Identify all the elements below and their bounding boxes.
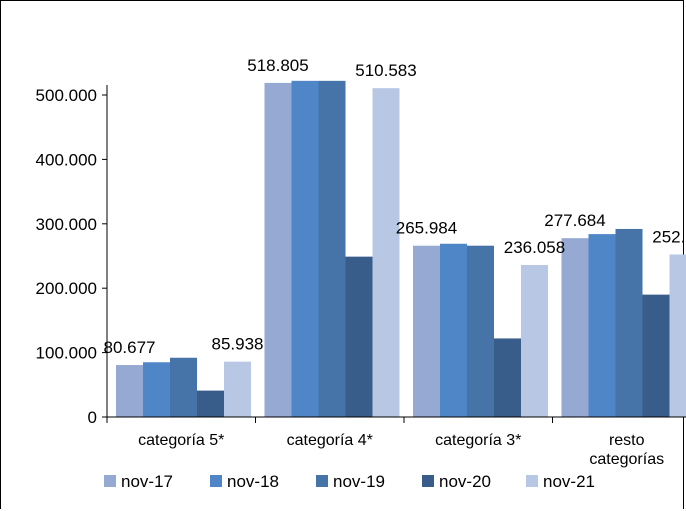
- bar-nov-19-2: [467, 245, 494, 417]
- y-tick-label: 100.000: [36, 344, 97, 363]
- data-label: 277.684: [544, 211, 605, 230]
- data-label: 510.583: [355, 61, 416, 80]
- legend-swatch-nov-19: [316, 475, 328, 487]
- data-label: 80.677: [104, 338, 156, 357]
- bar-nov-19-1: [318, 80, 346, 417]
- data-label: 85.938: [212, 335, 264, 354]
- y-tick-label: 200.000: [36, 279, 97, 298]
- x-tick-label: categoría 3*: [435, 432, 521, 449]
- legend-label: nov-20: [439, 472, 491, 491]
- bar-nov-20-2: [494, 338, 521, 417]
- bar-nov-18-3: [588, 234, 616, 417]
- legend-label: nov-19: [333, 472, 385, 491]
- bar-nov-17-3: [561, 238, 589, 417]
- legend-label: nov-21: [543, 472, 595, 491]
- y-tick-label: 400.000: [36, 150, 97, 169]
- data-label: 518.805: [247, 56, 308, 75]
- bar-nov-21-1: [372, 88, 400, 418]
- bar-nov-17-1: [264, 82, 292, 417]
- legend-label: nov-17: [121, 472, 173, 491]
- bar-nov-18-0: [143, 362, 170, 417]
- legend-swatch-nov-18: [210, 475, 222, 487]
- legend-label: nov-18: [227, 472, 279, 491]
- bar-nov-18-2: [440, 243, 467, 417]
- x-tick-label: categoría 4*: [287, 432, 373, 449]
- bar-nov-19-0: [170, 357, 197, 417]
- x-tick-label: categoría 5*: [138, 432, 224, 449]
- bar-nov-20-1: [345, 256, 373, 417]
- bar-nov-21-3: [669, 254, 686, 417]
- x-tick-label: categorías: [589, 451, 664, 468]
- y-tick-label: 500.000: [36, 86, 97, 105]
- x-tick-label: resto: [609, 432, 645, 449]
- legend-swatch-nov-17: [104, 475, 116, 487]
- legend-swatch-nov-21: [526, 475, 538, 487]
- bar-nov-21-0: [224, 361, 251, 417]
- y-tick-label: 300.000: [36, 215, 97, 234]
- data-label: 265.984: [396, 219, 457, 238]
- bar-nov-19-3: [615, 228, 643, 417]
- bar-nov-20-3: [642, 294, 670, 417]
- bar-nov-17-0: [116, 365, 143, 417]
- bar-nov-21-2: [521, 264, 548, 417]
- bar-nov-17-2: [413, 245, 440, 417]
- bar-nov-18-1: [291, 80, 319, 417]
- data-label: 252.393: [652, 227, 686, 246]
- legend-swatch-nov-20: [422, 475, 434, 487]
- y-tick-label: 0: [88, 408, 97, 427]
- data-label: 236.058: [504, 238, 565, 257]
- bar-nov-20-0: [197, 390, 224, 417]
